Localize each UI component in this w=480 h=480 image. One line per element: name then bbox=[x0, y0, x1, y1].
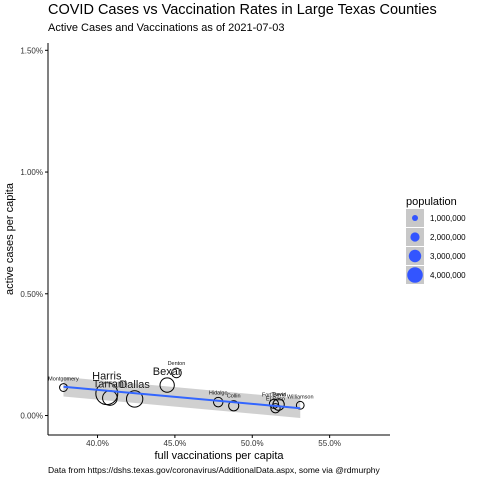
y-tick-label: 0.00% bbox=[20, 412, 43, 421]
legend-swatch bbox=[412, 215, 418, 221]
x-tick-label: 55.0% bbox=[318, 439, 341, 448]
legend-label: 3,000,000 bbox=[430, 252, 466, 261]
point-label: Dallas bbox=[119, 379, 150, 391]
point-label: Travis bbox=[271, 392, 286, 398]
data-point bbox=[95, 382, 119, 406]
x-tick-label: 50.0% bbox=[241, 439, 264, 448]
data-point bbox=[270, 403, 281, 414]
data-point bbox=[295, 400, 305, 410]
chart-subtitle: Active Cases and Vaccinations as of 2021… bbox=[48, 22, 285, 34]
point-label: Tarrant bbox=[93, 379, 127, 391]
point-label: Bexar bbox=[153, 366, 182, 378]
x-tick-label: 45.0% bbox=[164, 439, 187, 448]
point-label: El Paso bbox=[266, 397, 285, 403]
legend-label: 4,000,000 bbox=[430, 271, 466, 280]
data-point bbox=[159, 377, 175, 393]
y-tick-label: 0.50% bbox=[20, 290, 43, 299]
point-label: Williamson bbox=[287, 394, 314, 400]
point-label: Fort Bend bbox=[262, 392, 286, 398]
data-point bbox=[272, 398, 285, 411]
point-label: Denton bbox=[168, 361, 186, 367]
point-label: Montgomery bbox=[48, 377, 79, 383]
legend-title: population bbox=[406, 196, 457, 208]
chart-title: COVID Cases vs Vaccination Rates in Larg… bbox=[48, 2, 437, 18]
legend-label: 2,000,000 bbox=[430, 233, 466, 242]
x-tick-label: 40.0% bbox=[86, 439, 109, 448]
point-label: Harris bbox=[92, 371, 122, 383]
legend-swatch bbox=[407, 267, 423, 283]
legend-label: 1,000,000 bbox=[430, 214, 466, 223]
data-point bbox=[228, 400, 240, 412]
legend-swatch bbox=[410, 232, 420, 242]
legend-swatch bbox=[408, 249, 422, 263]
x-axis-label: full vaccinations per capita bbox=[154, 450, 284, 462]
y-tick-label: 1.00% bbox=[20, 168, 43, 177]
data-point bbox=[126, 390, 144, 408]
trend-line bbox=[63, 385, 301, 410]
data-point bbox=[171, 367, 182, 379]
point-label: Hidalgo bbox=[209, 390, 228, 396]
y-axis-label: active cases per capita bbox=[4, 182, 16, 295]
point-label: Collin bbox=[227, 394, 241, 400]
y-tick-label: 1.50% bbox=[20, 46, 43, 55]
chart-caption: Data from https://dshs.texas.gov/coronav… bbox=[48, 465, 380, 475]
